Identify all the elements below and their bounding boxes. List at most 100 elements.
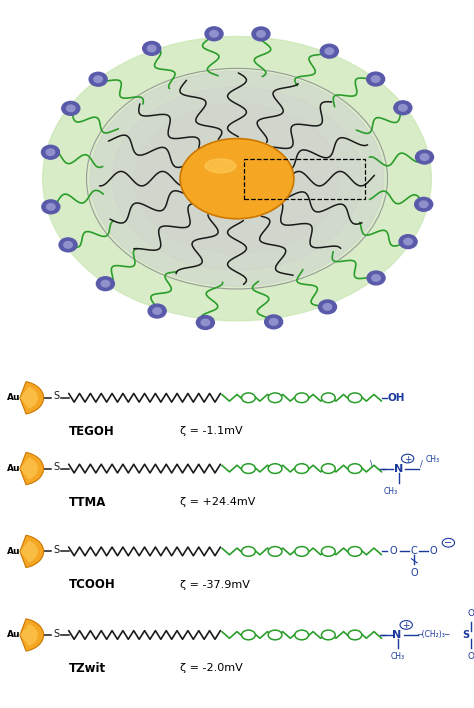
Text: OH: OH	[387, 393, 405, 403]
Circle shape	[366, 72, 384, 86]
Wedge shape	[20, 457, 38, 479]
Circle shape	[257, 30, 265, 38]
Text: +: +	[404, 455, 411, 464]
Circle shape	[295, 630, 309, 640]
Text: O: O	[429, 547, 437, 556]
Circle shape	[268, 630, 282, 640]
Circle shape	[143, 42, 161, 55]
Circle shape	[242, 547, 255, 556]
Text: ζ = -1.1mV: ζ = -1.1mV	[180, 426, 243, 436]
Circle shape	[367, 271, 385, 285]
Circle shape	[420, 154, 429, 160]
Text: Au: Au	[7, 547, 20, 556]
Text: O: O	[468, 610, 474, 618]
Circle shape	[242, 464, 255, 474]
Wedge shape	[20, 619, 44, 651]
Circle shape	[242, 630, 255, 640]
Ellipse shape	[205, 159, 236, 173]
Circle shape	[196, 316, 214, 329]
Text: Au: Au	[7, 464, 20, 473]
Circle shape	[321, 464, 335, 474]
Circle shape	[242, 393, 255, 403]
Circle shape	[348, 464, 362, 474]
Circle shape	[320, 44, 338, 58]
Circle shape	[371, 76, 380, 82]
Text: ─(CH₂)₃─: ─(CH₂)₃─	[418, 630, 450, 639]
Wedge shape	[20, 624, 38, 646]
Circle shape	[64, 241, 73, 248]
Wedge shape	[20, 382, 44, 414]
Circle shape	[46, 149, 55, 156]
Circle shape	[94, 76, 102, 83]
Circle shape	[348, 393, 362, 403]
Text: N: N	[393, 464, 403, 474]
Ellipse shape	[43, 36, 431, 321]
Circle shape	[205, 27, 223, 41]
Ellipse shape	[134, 103, 340, 254]
Text: S: S	[54, 629, 60, 639]
Text: O: O	[390, 547, 397, 556]
Text: S: S	[54, 392, 60, 401]
Circle shape	[348, 630, 362, 640]
Circle shape	[295, 464, 309, 474]
Text: CH₃: CH₃	[383, 487, 398, 496]
Text: O: O	[468, 651, 474, 661]
Circle shape	[96, 277, 114, 290]
Text: S: S	[54, 462, 60, 472]
Circle shape	[399, 105, 407, 111]
Circle shape	[415, 198, 433, 211]
Text: S: S	[463, 630, 470, 640]
Text: TEGOH: TEGOH	[69, 425, 115, 438]
Text: C: C	[411, 547, 418, 556]
Text: −: −	[444, 538, 453, 548]
Text: +: +	[402, 621, 410, 630]
Text: O: O	[410, 568, 418, 578]
Text: CH₃: CH₃	[425, 455, 439, 464]
Wedge shape	[20, 540, 38, 562]
Circle shape	[89, 72, 107, 86]
Circle shape	[321, 630, 335, 640]
Circle shape	[268, 464, 282, 474]
Circle shape	[62, 101, 80, 115]
Circle shape	[153, 308, 161, 314]
Circle shape	[295, 547, 309, 556]
Circle shape	[416, 150, 434, 164]
Text: TTMA: TTMA	[69, 496, 106, 508]
Circle shape	[321, 393, 335, 403]
Circle shape	[323, 304, 332, 310]
Wedge shape	[20, 387, 38, 409]
Circle shape	[419, 201, 428, 207]
Circle shape	[399, 235, 417, 249]
Text: TZwit: TZwit	[69, 662, 106, 675]
Circle shape	[66, 105, 75, 112]
Circle shape	[268, 547, 282, 556]
Circle shape	[148, 304, 166, 318]
Circle shape	[321, 547, 335, 556]
Text: Au: Au	[7, 630, 20, 639]
Circle shape	[325, 48, 334, 55]
Text: S: S	[54, 545, 60, 555]
Bar	[244, 159, 365, 199]
Text: N: N	[392, 630, 401, 640]
Circle shape	[348, 547, 362, 556]
Ellipse shape	[180, 139, 294, 219]
Circle shape	[264, 315, 283, 329]
Text: ζ = -2.0mV: ζ = -2.0mV	[180, 663, 243, 673]
Circle shape	[252, 27, 270, 41]
Circle shape	[101, 280, 109, 287]
Text: Au: Au	[7, 393, 20, 402]
Circle shape	[59, 238, 77, 252]
Ellipse shape	[90, 71, 384, 286]
Circle shape	[210, 30, 219, 37]
Circle shape	[41, 145, 59, 159]
Text: ζ = +24.4mV: ζ = +24.4mV	[180, 497, 255, 507]
Circle shape	[268, 393, 282, 403]
Wedge shape	[20, 535, 44, 568]
Circle shape	[269, 319, 278, 325]
Circle shape	[147, 45, 156, 52]
Circle shape	[372, 275, 380, 281]
Circle shape	[46, 203, 55, 210]
Text: CH₃: CH₃	[391, 652, 405, 661]
Ellipse shape	[112, 87, 362, 270]
Circle shape	[394, 101, 412, 115]
